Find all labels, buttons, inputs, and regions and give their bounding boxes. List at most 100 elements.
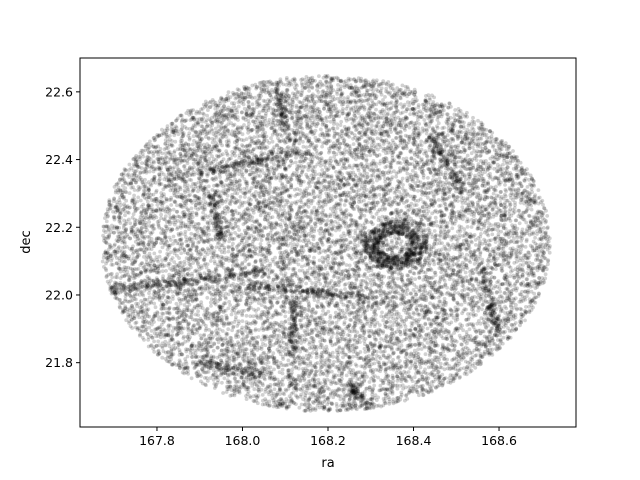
data-point: [436, 198, 441, 202]
data-point: [280, 191, 285, 196]
data-point: [144, 246, 149, 251]
data-point: [491, 143, 496, 148]
data-point: [489, 238, 493, 243]
data-point: [304, 145, 309, 150]
data-point: [517, 266, 522, 271]
data-point: [529, 207, 534, 212]
data-point: [115, 272, 119, 277]
data-point: [260, 393, 265, 397]
data-point: [471, 204, 476, 209]
data-point: [208, 376, 213, 380]
data-point: [343, 287, 347, 291]
data-point: [353, 251, 358, 255]
data-point: [418, 149, 422, 154]
data-point: [362, 346, 367, 351]
data-point: [470, 350, 474, 355]
data-point: [450, 175, 455, 179]
data-point: [395, 276, 400, 281]
data-point: [379, 199, 384, 204]
data-point: [163, 217, 168, 222]
data-point: [424, 94, 428, 98]
data-point: [387, 309, 392, 314]
data-point: [192, 348, 197, 353]
data-point: [404, 264, 408, 268]
data-point: [208, 99, 213, 104]
data-point: [408, 338, 412, 343]
data-point: [218, 352, 223, 357]
data-point: [166, 289, 171, 294]
data-point: [366, 126, 371, 131]
data-point: [156, 165, 161, 170]
data-point: [322, 328, 327, 333]
data-point: [208, 291, 213, 295]
data-point: [174, 209, 179, 214]
data-point: [417, 275, 422, 280]
data-point: [386, 145, 390, 149]
data-point: [367, 196, 372, 201]
data-point: [502, 153, 507, 158]
data-point: [499, 266, 504, 271]
data-point: [425, 381, 430, 386]
data-point: [272, 387, 277, 392]
data-point: [288, 241, 293, 246]
data-point: [390, 279, 395, 284]
data-point: [377, 346, 382, 350]
data-point: [178, 238, 183, 242]
data-point: [132, 260, 137, 265]
data-point: [430, 292, 434, 297]
data-point: [302, 193, 307, 198]
data-point: [296, 229, 301, 234]
data-point: [447, 234, 451, 239]
data-point: [272, 320, 277, 325]
data-point: [236, 130, 241, 135]
data-point: [390, 376, 395, 380]
data-point: [445, 117, 450, 122]
data-point: [166, 327, 171, 331]
data-point: [335, 89, 339, 94]
data-point: [293, 160, 298, 165]
data-point: [207, 290, 212, 294]
data-point: [151, 151, 156, 156]
data-point: [156, 259, 161, 264]
data-point: [351, 142, 356, 147]
data-point: [394, 174, 398, 179]
data-point: [523, 176, 528, 181]
data-point: [306, 308, 311, 312]
data-point: [251, 288, 256, 293]
data-point: [196, 313, 201, 317]
data-point: [428, 119, 432, 124]
data-point: [195, 348, 200, 352]
data-point: [377, 193, 382, 197]
data-point: [242, 200, 247, 205]
data-point: [129, 181, 133, 186]
data-point: [463, 130, 468, 135]
data-point: [205, 113, 210, 118]
data-point: [421, 289, 426, 294]
data-point: [182, 259, 187, 264]
data-point: [253, 298, 258, 303]
data-point: [491, 191, 496, 196]
data-point: [252, 122, 257, 127]
data-point: [248, 253, 253, 257]
data-point: [327, 237, 331, 242]
data-point: [152, 251, 157, 256]
data-point: [423, 228, 428, 233]
data-point: [426, 360, 431, 364]
data-point: [131, 212, 136, 217]
data-point: [487, 242, 491, 247]
data-point: [175, 209, 180, 214]
data-point: [450, 213, 455, 218]
data-point: [335, 359, 340, 364]
data-point: [134, 175, 138, 180]
data-point: [208, 105, 213, 109]
data-point: [364, 285, 369, 290]
data-point: [439, 334, 444, 338]
data-point: [416, 189, 420, 193]
data-point: [374, 107, 378, 112]
data-point: [458, 170, 463, 175]
data-point: [331, 274, 336, 279]
data-point: [429, 132, 433, 137]
data-point: [320, 168, 325, 172]
data-point: [296, 356, 300, 360]
data-point: [132, 316, 136, 321]
